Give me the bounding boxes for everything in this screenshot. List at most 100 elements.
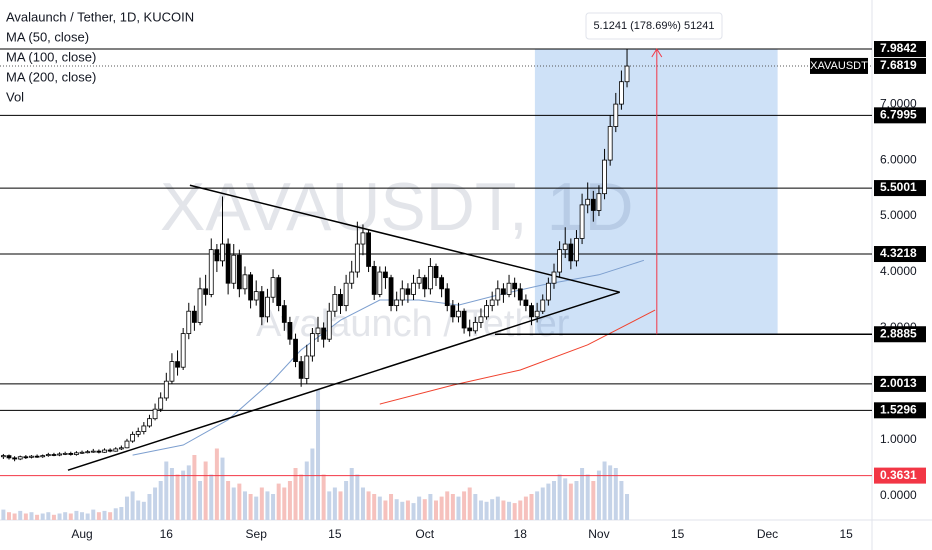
x-tick-label: Dec — [757, 527, 778, 541]
volume-bar — [203, 461, 208, 520]
volume-bar — [237, 483, 242, 520]
price-label: 2.8885 — [880, 326, 917, 340]
volume-bar — [91, 509, 96, 520]
volume-bar — [198, 481, 203, 520]
volume-bar — [400, 501, 405, 520]
volume-bar — [523, 496, 528, 520]
volume-bar — [462, 491, 467, 520]
volume-bar — [287, 481, 292, 520]
measure-box — [534, 49, 778, 335]
volume-bar — [546, 483, 551, 520]
candle-body — [551, 271, 557, 284]
volume-bar — [271, 494, 276, 520]
candle-body — [113, 448, 119, 452]
candle-body — [377, 271, 383, 295]
volume-bar — [428, 494, 433, 520]
candle-body — [534, 310, 540, 318]
volume-bar — [181, 470, 186, 520]
candle-body — [57, 453, 62, 456]
chart-title: Avalaunch / Tether, 1D, KUCOIN — [6, 9, 194, 24]
volume-bar — [540, 487, 545, 520]
volume-bar — [51, 514, 56, 520]
candle-body — [29, 455, 34, 458]
legend-entry: Vol — [6, 89, 24, 104]
volume-bar — [557, 474, 562, 520]
candle-body — [90, 450, 96, 453]
x-tick-label: Sep — [246, 527, 268, 541]
candle-body — [124, 440, 130, 449]
candle-body — [287, 322, 293, 340]
y-tick-label: 4.0000 — [880, 264, 917, 278]
x-tick-label: 16 — [160, 527, 174, 541]
candle-body — [562, 243, 568, 251]
volume-bar — [192, 455, 197, 520]
candle-body — [186, 310, 192, 335]
volume-bar — [535, 491, 540, 520]
price-label: 5.5001 — [880, 180, 917, 194]
volume-bar — [57, 513, 62, 520]
volume-bar — [23, 513, 28, 520]
candle-body — [489, 299, 495, 307]
volume-bar — [186, 465, 191, 520]
volume-bar — [282, 487, 287, 520]
volume-bar — [231, 487, 236, 520]
candle-body — [354, 243, 360, 273]
volume-bar — [422, 499, 427, 520]
candle-body — [590, 198, 596, 211]
volume-bar — [596, 470, 601, 520]
volume-bar — [164, 461, 169, 520]
price-label-box — [874, 402, 926, 419]
volume-bar — [158, 481, 163, 520]
candle-body — [568, 243, 574, 262]
volume-bar — [551, 481, 556, 520]
volume-bar — [316, 390, 321, 520]
candle-body — [456, 310, 461, 318]
volume-bar — [113, 508, 118, 520]
candle-body — [147, 418, 152, 427]
x-tick-label: 15 — [839, 527, 853, 541]
price-label: 7.9842 — [880, 41, 917, 55]
volume-bar — [591, 481, 596, 520]
measure-label: 5.1241 (178.69%) 51241 — [593, 20, 714, 32]
candle-body — [180, 333, 186, 368]
candle-body — [85, 451, 91, 454]
price-label-box — [874, 180, 926, 197]
candle-body — [23, 456, 29, 459]
candle-body — [338, 294, 343, 307]
volume-bar — [439, 496, 444, 520]
candle-body — [557, 249, 563, 273]
candle-body — [298, 361, 304, 379]
candle-body — [12, 457, 18, 460]
price-label-box — [874, 326, 926, 343]
volume-bar — [580, 468, 585, 520]
volume-bar — [563, 478, 568, 520]
candle-body — [208, 249, 214, 295]
volume-bar — [102, 510, 107, 520]
candle-body — [585, 198, 591, 206]
candle-body — [40, 455, 46, 458]
candle-body — [141, 425, 147, 432]
volume-bar — [344, 481, 349, 520]
candle-body — [427, 266, 433, 290]
price-label: 1.5296 — [880, 402, 917, 416]
candle-body — [405, 288, 411, 295]
symbol-label-box — [810, 57, 868, 74]
candle-body — [343, 282, 349, 307]
volume-bar — [360, 487, 365, 520]
candle-body — [478, 316, 484, 323]
candle-body — [602, 159, 607, 195]
volume-bar — [141, 501, 146, 520]
candle-body — [366, 232, 371, 267]
volume-bar — [310, 448, 315, 520]
candle-body — [51, 454, 57, 456]
volume-bar — [411, 503, 416, 520]
candle-body — [607, 126, 613, 161]
volume-bar — [29, 512, 34, 520]
y-tick-label: 0.0000 — [880, 488, 917, 502]
volume-bar — [405, 500, 410, 520]
candle-body — [0, 455, 6, 458]
watermark: XAVAUSDT, 1D — [160, 169, 634, 245]
price-label-box — [874, 246, 926, 263]
volume-bar — [490, 499, 495, 520]
